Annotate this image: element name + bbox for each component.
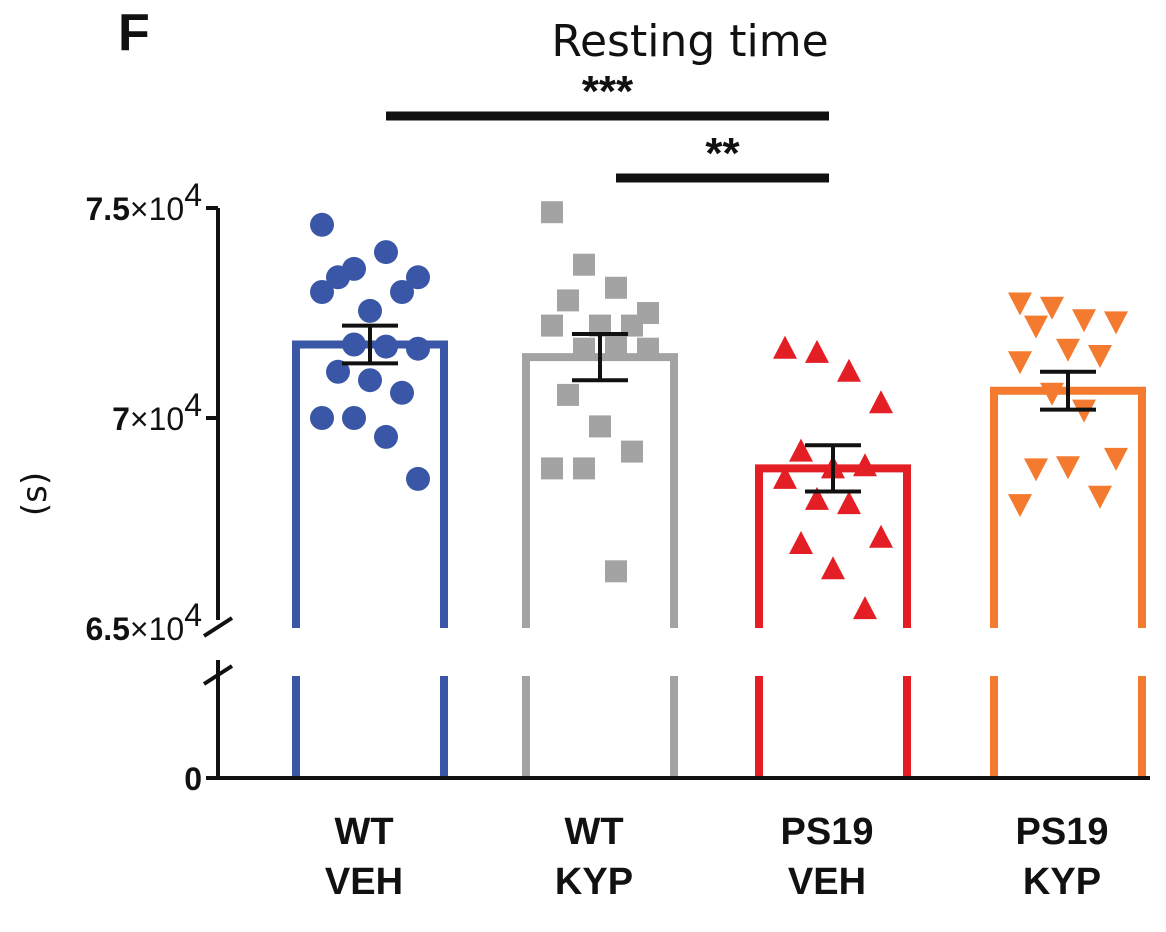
data-point xyxy=(358,368,382,393)
data-point xyxy=(541,314,563,337)
data-point xyxy=(358,298,382,323)
x-tick-label-line1: WT xyxy=(334,811,393,853)
bars xyxy=(292,340,1146,776)
data-point xyxy=(573,253,595,276)
data-point xyxy=(1008,494,1032,518)
data-point xyxy=(541,457,563,480)
data-point xyxy=(605,276,627,299)
data-point xyxy=(605,560,627,583)
chart-title: Resting time xyxy=(551,16,828,67)
data-point xyxy=(773,465,797,489)
y-tick-label: 0 xyxy=(184,761,202,797)
error-bars xyxy=(342,323,1096,494)
data-point xyxy=(390,380,414,405)
data-point xyxy=(406,265,430,290)
x-tick-labels: WT VEH WT KYP PS19 VEH PS19 KYP xyxy=(325,811,1109,903)
data-point xyxy=(326,265,350,290)
data-point xyxy=(1008,351,1032,375)
bar-lower xyxy=(755,676,911,776)
data-point xyxy=(557,289,579,312)
x-tick-label-line2: KYP xyxy=(1023,861,1101,903)
data-point xyxy=(805,339,829,363)
data-point xyxy=(406,466,430,491)
data-point xyxy=(406,336,430,361)
data-point xyxy=(1024,315,1048,339)
significance-brackets: ***** xyxy=(386,67,829,183)
data-point xyxy=(342,332,366,357)
data-point xyxy=(1104,311,1128,335)
data-point xyxy=(374,424,398,449)
data-point xyxy=(326,359,350,384)
data-points xyxy=(310,201,1128,620)
data-point xyxy=(573,337,595,360)
data-point xyxy=(557,383,579,406)
bar-lower xyxy=(292,676,448,776)
data-point xyxy=(589,314,611,337)
significance-label: *** xyxy=(582,67,634,116)
y-tick-labels: 0 6.5×104 7×104 7.5×104 xyxy=(85,177,202,797)
bar-lower xyxy=(522,676,678,776)
data-point xyxy=(374,334,398,359)
data-point xyxy=(1008,292,1032,316)
x-tick-label-line1: PS19 xyxy=(1016,811,1109,853)
data-point xyxy=(621,440,643,463)
data-point xyxy=(310,212,334,237)
data-point xyxy=(1088,485,1112,509)
data-point xyxy=(773,335,797,359)
data-point xyxy=(1040,382,1064,406)
data-point xyxy=(789,438,813,462)
x-tick-label-line2: VEH xyxy=(325,861,403,903)
data-point xyxy=(1056,338,1080,362)
data-point xyxy=(853,596,877,620)
x-tick-label-line2: KYP xyxy=(555,861,633,903)
data-point xyxy=(1088,345,1112,368)
data-point xyxy=(821,556,845,580)
data-point xyxy=(310,280,334,304)
data-point xyxy=(805,486,829,510)
data-point xyxy=(390,280,414,304)
x-tick-label-line2: VEH xyxy=(788,861,866,903)
y-axis-label: (s) xyxy=(15,472,55,516)
data-point xyxy=(605,335,627,358)
data-point xyxy=(1040,296,1064,320)
axis-break-mark-lower xyxy=(202,664,234,686)
data-point xyxy=(837,358,861,382)
data-point xyxy=(541,201,563,224)
data-point xyxy=(621,314,643,337)
data-point xyxy=(1024,458,1048,482)
data-point xyxy=(1056,456,1080,480)
data-point xyxy=(869,524,893,548)
data-point xyxy=(853,453,877,477)
x-tick-label-line1: PS19 xyxy=(781,811,874,853)
data-point xyxy=(1104,447,1128,471)
x-tick-label-line1: WT xyxy=(564,811,623,853)
significance-label: ** xyxy=(705,129,740,178)
data-point xyxy=(869,390,893,414)
y-axis xyxy=(202,206,1150,780)
y-tick-label: 7×104 xyxy=(112,387,202,437)
panel-label: F xyxy=(118,4,150,62)
data-point xyxy=(837,491,861,515)
data-point xyxy=(637,337,659,360)
data-point xyxy=(573,457,595,480)
data-point xyxy=(342,406,366,430)
data-point xyxy=(789,531,813,554)
data-point xyxy=(1072,309,1096,333)
data-point xyxy=(310,406,334,430)
y-tick-label: 6.5×104 xyxy=(85,597,202,647)
data-point xyxy=(589,415,611,438)
y-tick-label: 7.5×104 xyxy=(85,177,202,227)
bar-lower xyxy=(990,676,1146,776)
bar-upper xyxy=(522,353,678,628)
data-point xyxy=(374,240,398,265)
axis-break-mark-upper xyxy=(202,616,234,638)
